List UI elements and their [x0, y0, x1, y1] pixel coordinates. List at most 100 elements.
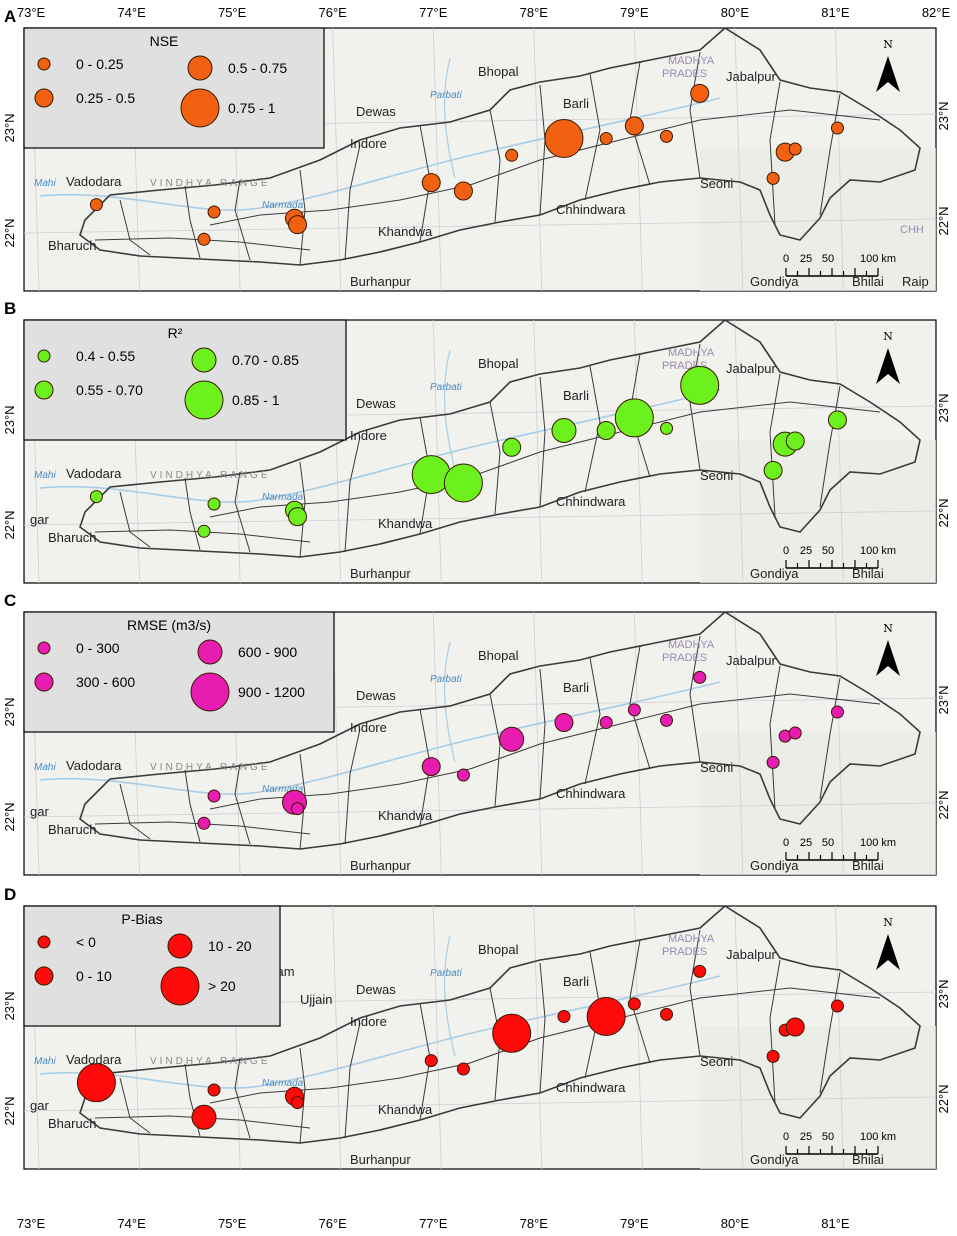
state-label: MADHYA [668, 55, 715, 67]
gauge-site-marker [421, 757, 441, 777]
legend-box [23, 905, 281, 1027]
legend-label: 0.25 - 0.5 [76, 90, 135, 106]
range-label: VINDHYA RANGE [150, 762, 271, 773]
meridian-line [533, 905, 543, 1170]
north-arrow-shape [876, 640, 900, 676]
sub-basin-boundary [689, 635, 701, 763]
scale-label: 100 km [860, 545, 896, 557]
legend-box [23, 27, 325, 149]
legend-box [23, 611, 335, 733]
place-label: Burhanpur [350, 566, 411, 581]
place-label: Khandwa [378, 808, 433, 823]
place-label: Chhindwara [556, 786, 626, 801]
place-label: Vadodara [66, 1052, 122, 1067]
lat-label-right: 23°N [936, 979, 951, 1008]
river-label: Narmada [262, 1078, 304, 1089]
scale-bar: 0 25 50 100 km [783, 253, 896, 277]
legend-swatch [34, 88, 54, 108]
gauge-site-marker [680, 365, 720, 405]
place-label: Barli [563, 388, 589, 403]
place-label: Jabalpur [726, 653, 777, 668]
place-label: Bharuch [48, 238, 96, 253]
meridian-line [533, 611, 543, 876]
legend-swatch [191, 347, 217, 373]
gauge-site-marker [766, 755, 780, 769]
lat-label-left: 22°N [2, 1096, 17, 1125]
place-label: Indore [350, 428, 387, 443]
meridian-line [835, 27, 844, 292]
place-label: Chhindwara [556, 1080, 626, 1095]
sub-basin-boundary [234, 1057, 251, 1139]
gauge-site-marker [788, 142, 802, 156]
sub-basin-boundary [584, 657, 601, 785]
gauge-site-marker [763, 460, 783, 480]
place-label: Indore [350, 720, 387, 735]
place-label: Dewas [356, 982, 396, 997]
gauge-site-marker [287, 507, 307, 527]
legend-box [23, 319, 347, 441]
sub-basin-boundary [819, 971, 841, 1094]
basin-outline [79, 27, 921, 266]
lat-label-left: 23°N [2, 113, 17, 142]
gauge-sites [89, 83, 844, 246]
state-label: CHH [900, 224, 924, 236]
lat-label-right: 23°N [936, 101, 951, 130]
place-label: Bhilai [852, 1152, 884, 1167]
gauge-site-marker [421, 173, 441, 193]
scale-label: 25 [800, 545, 812, 557]
place-label: Vadodara [66, 466, 122, 481]
river-label: Parbati [430, 674, 462, 685]
north-arrow-shape [876, 56, 900, 92]
sub-basin-boundary [299, 461, 306, 558]
sub-basin-boundary [584, 365, 601, 493]
place-label: Indore [350, 1014, 387, 1029]
place-label: Bhopal [478, 64, 519, 79]
sub-basin-boundary [344, 436, 361, 553]
state-label: MADHYA [668, 347, 715, 359]
place-label: Bhopal [478, 356, 519, 371]
gauge-site-marker [830, 705, 844, 719]
place-label: Bhopal [478, 942, 519, 957]
place-label: Seoni [700, 176, 733, 191]
place-label: Burhanpur [350, 1152, 411, 1167]
place-label: Chhindwara [556, 202, 626, 217]
gauge-site-marker [627, 703, 641, 717]
meridian-line [835, 319, 844, 584]
gauge-site-marker [443, 463, 483, 503]
place-label: Khandwa [378, 516, 433, 531]
legend-title: P-Bias [121, 911, 162, 927]
legend-title: NSE [150, 33, 179, 49]
sub-basin-boundary [539, 962, 546, 1094]
gauge-site-marker [693, 670, 707, 684]
sub-basin-boundary [819, 385, 841, 508]
sub-basin-boundary [489, 401, 501, 515]
place-label: Barli [563, 96, 589, 111]
scale-label: 25 [800, 1131, 812, 1143]
north-arrow-icon: N [876, 330, 900, 384]
lon-label-bottom: 76°E [319, 1216, 348, 1231]
place-label: Gondiya [750, 1152, 799, 1167]
lon-label-top: 79°E [620, 5, 649, 20]
sub-basin-boundary [539, 668, 546, 800]
meridian-line [835, 611, 844, 876]
place-label: Dewas [356, 104, 396, 119]
place-label: Bhilai [852, 858, 884, 873]
range-label: VINDHYA RANGE [150, 470, 271, 481]
basin-outline [79, 905, 921, 1144]
gauge-site-marker [411, 455, 451, 495]
scale-bar: 0 25 50 100 km [783, 545, 896, 569]
sub-basin-boundary [584, 73, 601, 201]
sub-basin-boundary [299, 1047, 306, 1144]
sub-basin-boundary [184, 185, 201, 259]
scale-label: 100 km [860, 253, 896, 265]
place-label: Vadodara [66, 758, 122, 773]
north-arrow-icon: N [876, 622, 900, 676]
sub-basin-boundary [184, 477, 201, 551]
legend-label: > 20 [208, 978, 236, 994]
river-label: Parbati [430, 968, 462, 979]
legend-label: 0.75 - 1 [228, 100, 276, 116]
lon-label-top: 76°E [319, 5, 348, 20]
lat-label-left: 23°N [2, 697, 17, 726]
river-label: Narmada [262, 200, 304, 211]
sub-basin-boundary [629, 645, 651, 770]
